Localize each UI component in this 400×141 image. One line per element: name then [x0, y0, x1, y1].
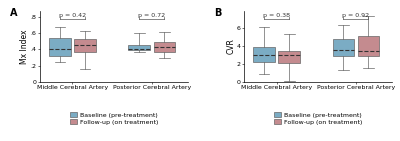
PathPatch shape [253, 47, 275, 62]
PathPatch shape [332, 39, 354, 56]
Text: p = 0.72: p = 0.72 [138, 13, 165, 18]
PathPatch shape [74, 39, 96, 52]
Text: p = 0.38: p = 0.38 [263, 13, 290, 18]
Text: p = 0.42: p = 0.42 [59, 13, 86, 18]
Y-axis label: Mx Index: Mx Index [20, 29, 29, 64]
PathPatch shape [358, 36, 379, 57]
Text: A: A [10, 8, 18, 18]
Legend: Baseline (pre-treatment), Follow-up (on treatment): Baseline (pre-treatment), Follow-up (on … [69, 112, 159, 125]
PathPatch shape [128, 45, 150, 50]
Text: p = 0.92: p = 0.92 [342, 13, 370, 18]
PathPatch shape [49, 38, 71, 56]
Y-axis label: CVR: CVR [226, 39, 235, 54]
Text: B: B [214, 8, 222, 18]
Legend: Baseline (pre-treatment), Follow-up (on treatment): Baseline (pre-treatment), Follow-up (on … [273, 112, 363, 125]
PathPatch shape [154, 42, 175, 52]
PathPatch shape [278, 51, 300, 63]
